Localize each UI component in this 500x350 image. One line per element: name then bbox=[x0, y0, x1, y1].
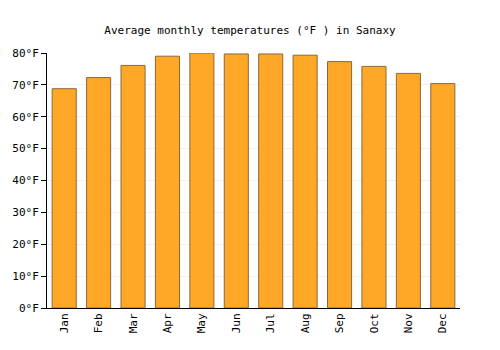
svg-text:May: May bbox=[195, 313, 208, 333]
svg-text:30°F: 30°F bbox=[12, 206, 39, 219]
svg-text:Mar: Mar bbox=[127, 313, 140, 333]
svg-text:Aug: Aug bbox=[299, 313, 312, 333]
svg-text:Nov: Nov bbox=[402, 313, 415, 333]
svg-text:Jul: Jul bbox=[264, 313, 277, 333]
svg-text:10°F: 10°F bbox=[12, 270, 39, 283]
svg-text:80°F: 80°F bbox=[12, 47, 39, 60]
svg-text:20°F: 20°F bbox=[12, 238, 39, 251]
svg-text:Apr: Apr bbox=[161, 313, 174, 333]
svg-text:Sep: Sep bbox=[333, 313, 346, 333]
svg-text:70°F: 70°F bbox=[12, 79, 39, 92]
svg-text:0°F: 0°F bbox=[19, 302, 39, 315]
svg-text:Feb: Feb bbox=[92, 313, 105, 333]
svg-text:Oct: Oct bbox=[368, 313, 381, 333]
svg-text:Dec: Dec bbox=[436, 313, 449, 333]
svg-text:60°F: 60°F bbox=[12, 111, 39, 124]
svg-text:40°F: 40°F bbox=[12, 174, 39, 187]
svg-text:Jun: Jun bbox=[230, 313, 243, 333]
svg-text:Jan: Jan bbox=[58, 313, 71, 333]
svg-text:50°F: 50°F bbox=[12, 142, 39, 155]
svg-text:Average monthly temperatures (: Average monthly temperatures (°F ) in Sa… bbox=[104, 24, 396, 37]
